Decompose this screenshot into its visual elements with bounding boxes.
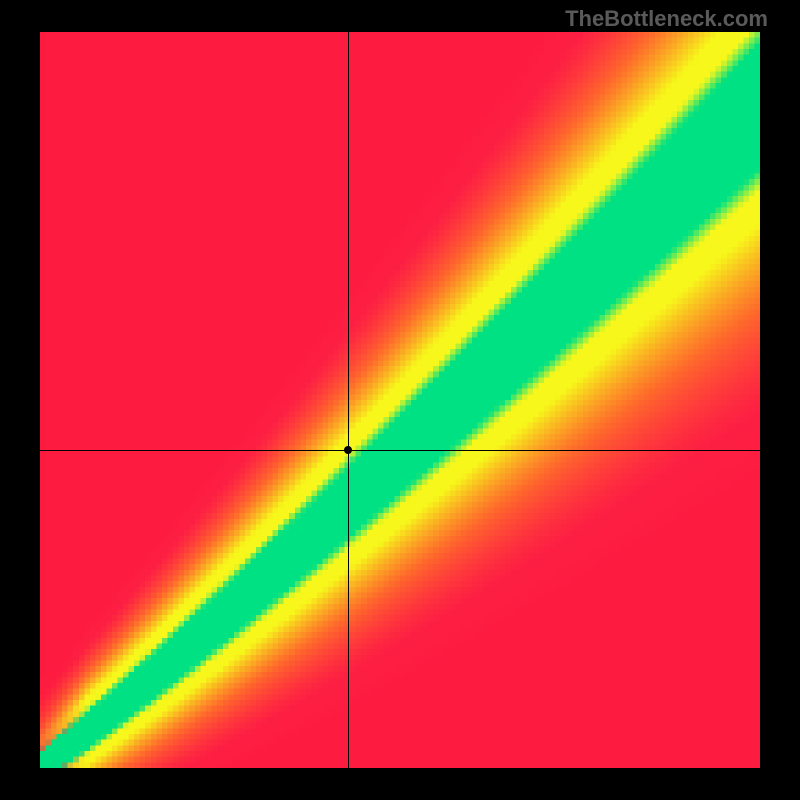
watermark-text: TheBottleneck.com [565,6,768,32]
crosshair-horizontal [40,450,760,451]
bottleneck-heatmap [40,32,760,768]
crosshair-vertical [348,32,349,768]
crosshair-marker [344,446,352,454]
chart-container: TheBottleneck.com [0,0,800,800]
